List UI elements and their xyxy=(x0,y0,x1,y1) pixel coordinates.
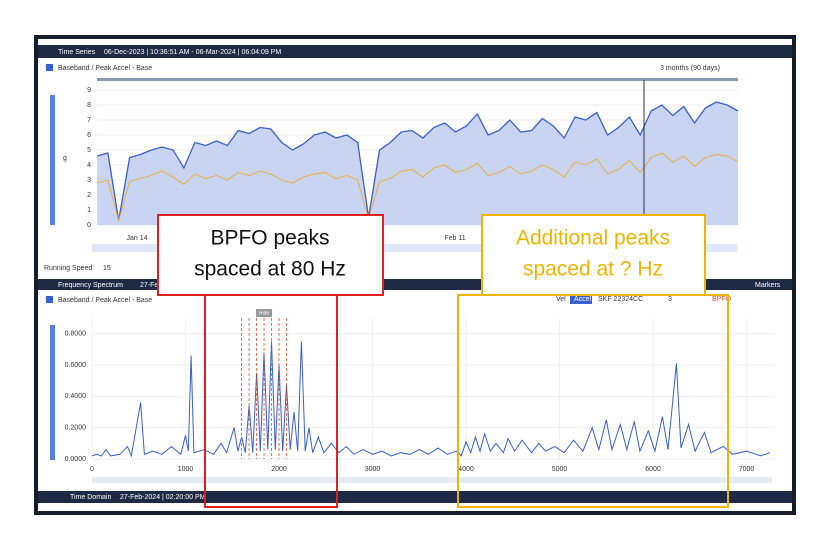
period-select[interactable]: 3 months (90 days) xyxy=(660,65,720,72)
panel-header xyxy=(38,491,792,503)
spectrum-line xyxy=(91,341,771,458)
x-tick-label: 4000 xyxy=(458,466,474,473)
callout-box xyxy=(157,214,384,296)
panel-header xyxy=(38,45,792,58)
spectrum-date: 27-Feb xyxy=(140,282,162,289)
y-scroll[interactable] xyxy=(50,325,55,460)
x-tick-label: Feb 11 xyxy=(444,235,465,242)
bearing-select[interactable]: SKF 22324CC xyxy=(598,296,643,303)
unit-active xyxy=(570,294,592,304)
y-axis-label: g xyxy=(63,155,67,162)
running-speed-value: 15 xyxy=(103,265,111,272)
panel-header xyxy=(38,279,792,290)
area xyxy=(97,102,738,225)
y-tick-label: 3 xyxy=(87,177,91,184)
measurement: Baseband / Peak Accel - Base xyxy=(58,65,152,72)
y-tick-label: 0 xyxy=(87,222,91,229)
harmonic-count[interactable]: 3 xyxy=(668,296,672,303)
y-tick-label: 8 xyxy=(87,102,91,109)
cursor-tag-label: Hide xyxy=(259,310,270,316)
series-swatch xyxy=(46,296,53,303)
x-tick-label: 1000 xyxy=(178,466,194,473)
measurement: Baseband / Peak Accel - Base xyxy=(58,297,152,304)
series-swatch xyxy=(46,64,53,71)
callout-text: BPFO peaks xyxy=(210,227,329,250)
y-tick-label: 0.6000 xyxy=(65,362,87,369)
y-tick-label: 4 xyxy=(87,162,91,169)
y-tick-label: 0.2000 xyxy=(65,425,87,432)
y-scroll[interactable] xyxy=(50,95,55,225)
line xyxy=(96,101,739,221)
panel-title: Frequency Spectrum xyxy=(58,282,123,289)
x-tick-label: Jan 14 xyxy=(126,235,147,242)
y-tick-label: 0.0000 xyxy=(65,456,87,463)
y-tick-label: 5 xyxy=(87,147,91,154)
y-tick-label: 6 xyxy=(87,132,91,139)
panel-title: Time Domain xyxy=(70,494,111,501)
time-slider[interactable] xyxy=(97,78,738,81)
unit-vel[interactable]: Vel xyxy=(556,296,566,303)
x-tick-label: 5000 xyxy=(552,466,568,473)
y-tick-label: 2 xyxy=(87,192,91,199)
x-tick-label: 7000 xyxy=(739,466,755,473)
y-tick-label: 7 xyxy=(87,117,91,124)
date-range: 06-Dec-2023 | 10:36:51 AM - 06-Mar-2024 … xyxy=(104,49,281,56)
callout-text: spaced at 80 Hz xyxy=(194,258,346,281)
markers-button[interactable]: Markers xyxy=(755,282,781,289)
overview-strip[interactable] xyxy=(92,244,737,252)
x-tick-label: 0 xyxy=(90,466,94,473)
fault-frequency[interactable]: BPFO xyxy=(712,296,732,303)
callout-box xyxy=(481,214,706,296)
panel-title: Time Series xyxy=(58,49,96,56)
y-tick-label: 1 xyxy=(87,207,91,214)
x-tick-label: 6000 xyxy=(645,466,661,473)
y-tick-label: 0.4000 xyxy=(65,393,87,400)
x-tick-label: 3000 xyxy=(365,466,381,473)
time-domain-date: 27-Feb-2024 | 02:20:00 PM xyxy=(120,494,206,501)
callout-text: Additional peaks xyxy=(516,227,670,250)
unit-accel[interactable]: Accel xyxy=(574,296,592,303)
cursor-tag xyxy=(256,309,273,317)
overview-strip[interactable] xyxy=(92,477,772,483)
running-speed-label: Running Speed xyxy=(44,265,92,272)
callout-text: spaced at ? Hz xyxy=(523,258,663,281)
line xyxy=(96,152,739,223)
y-tick-label: 0.8000 xyxy=(65,331,87,338)
x-tick-label: 2000 xyxy=(271,466,287,473)
y-tick-label: 9 xyxy=(87,87,91,94)
